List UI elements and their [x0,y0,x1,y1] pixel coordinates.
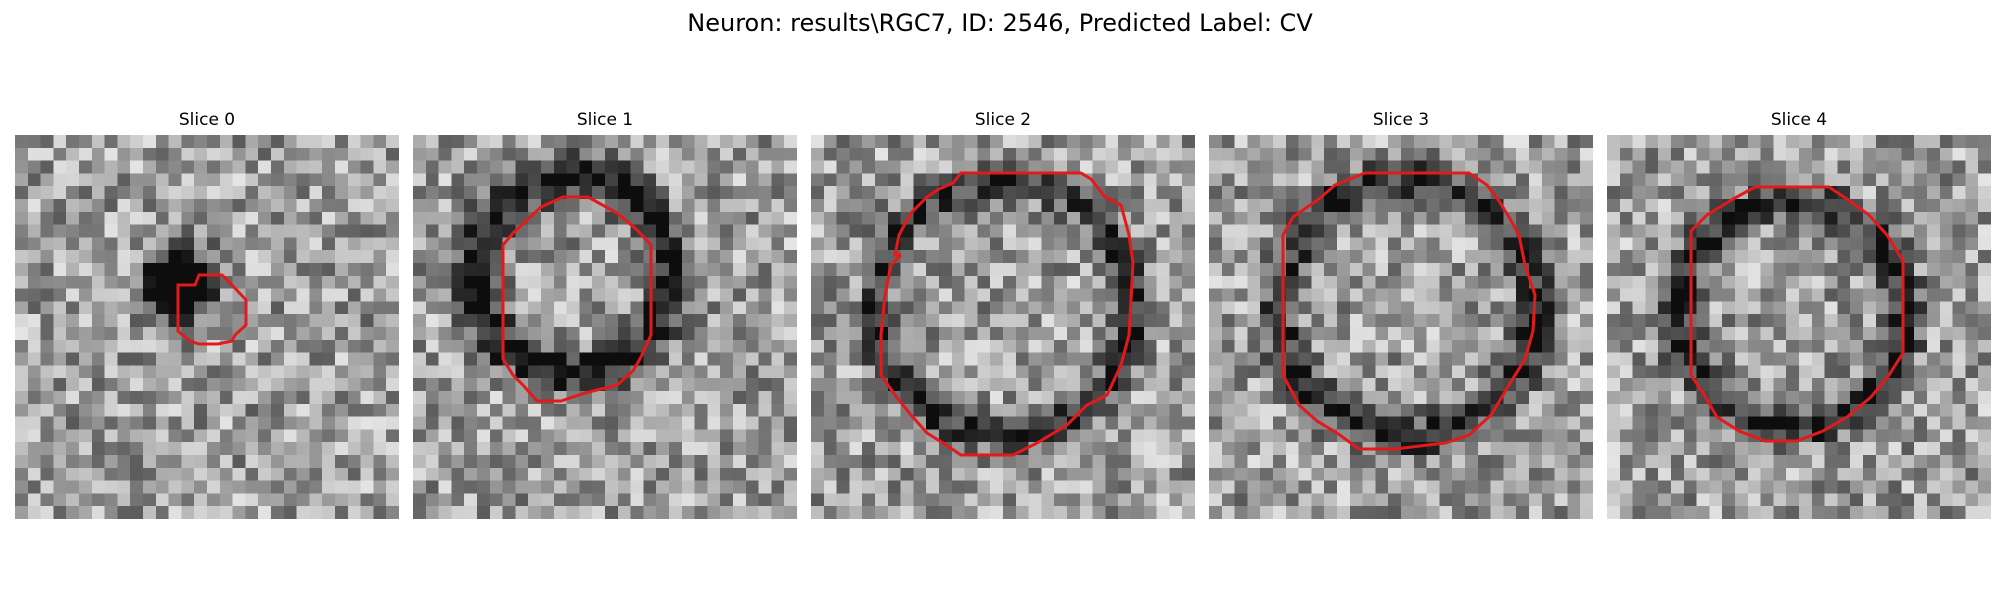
slice-title: Slice 1 [576,110,634,130]
microscopy-image [1607,135,1991,519]
slice-panel-2: Slice 2 [811,105,1195,520]
slice-title: Slice 2 [974,110,1032,130]
slice-title: Slice 0 [178,110,236,130]
microscopy-image [811,135,1195,519]
slice-title: Slice 3 [1372,110,1430,130]
slice-panel-4: Slice 4 [1607,105,1991,520]
microscopy-image [1209,135,1593,519]
slice-panel-0: Slice 0 [15,105,399,520]
slice-title: Slice 4 [1770,110,1828,130]
microscopy-image [413,135,797,519]
microscopy-image [15,135,399,519]
slice-panel-1: Slice 1 [413,105,797,520]
slice-panel-3: Slice 3 [1209,105,1593,520]
figure-title: Neuron: results\RGC7, ID: 2546, Predicte… [687,9,1313,37]
